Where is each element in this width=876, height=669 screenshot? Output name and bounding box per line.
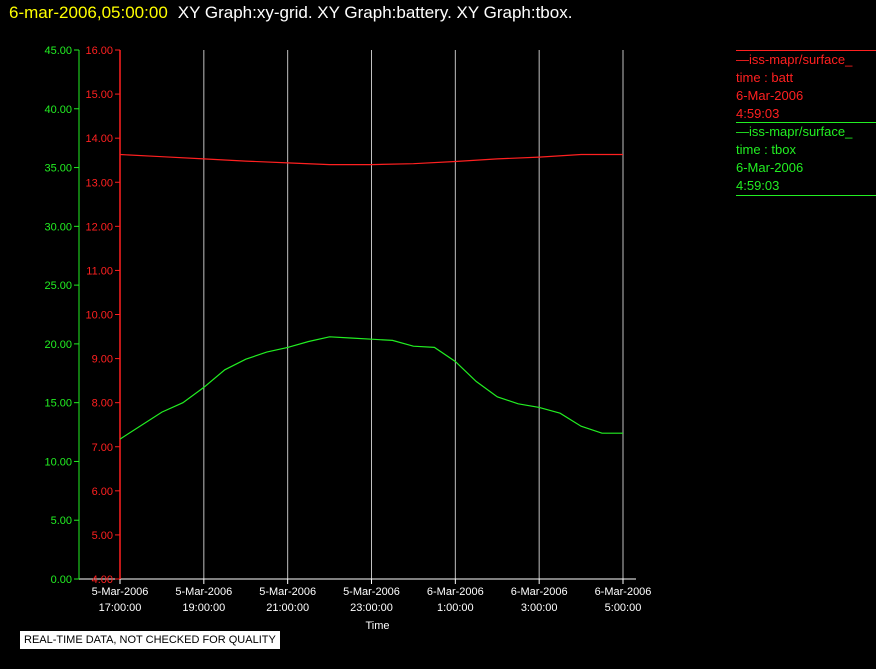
x-tick-label-time: 23:00:00 (350, 602, 393, 614)
legend-tbox-date: 6-Mar-2006 (736, 160, 804, 175)
x-tick-label-date: 5-Mar-2006 (175, 586, 232, 598)
y-right-tick-label: 9.00 (92, 354, 113, 366)
x-tick-label-time: 21:00:00 (266, 602, 309, 614)
x-axis-label: Time (365, 620, 389, 632)
y-right-tick-label: 12.00 (85, 221, 113, 233)
x-tick-label-date: 6-Mar-2006 (595, 586, 652, 598)
legend-tbox-time: 4:59:03 (736, 178, 780, 193)
y-left-tick-label: 15.00 (44, 398, 72, 410)
y-right-tick-label: 7.00 (92, 442, 113, 454)
header-timestamp: 6-mar-2006,05:00:00 (9, 3, 168, 22)
legend-tbox-name: —iss-mapr/surface_ (736, 124, 853, 139)
y-left-tick-label: 40.00 (44, 104, 72, 116)
header-titles: XY Graph:xy-grid. XY Graph:battery. XY G… (177, 3, 573, 22)
x-tick-label-date: 5-Mar-2006 (259, 586, 316, 598)
legend-battery-time: 4:59:03 (736, 106, 780, 121)
x-tick-label-time: 1:00:00 (437, 602, 474, 614)
x-tick-label-date: 5-Mar-2006 (92, 586, 149, 598)
series-line-batt (119, 153, 623, 166)
quality-disclaimer: REAL-TIME DATA, NOT CHECKED FOR QUALITY (20, 631, 280, 649)
y-right-tick-label: 8.00 (92, 398, 113, 410)
legend-battery-desc: time : batt (736, 70, 794, 85)
legend-battery-rule (736, 50, 876, 51)
y-right-tick-label: 14.00 (85, 133, 113, 145)
chart-header: 6-mar-2006,05:00:00 XY Graph:xy-grid. XY … (9, 2, 572, 24)
x-tick-label-date: 5-Mar-2006 (343, 586, 400, 598)
x-tick-label-time: 3:00:00 (521, 602, 558, 614)
x-tick-label-date: 6-Mar-2006 (427, 586, 484, 598)
y-right-tick-label: 4.00 (92, 574, 113, 586)
legend-tbox-rule (736, 122, 876, 123)
y-left-tick-label: 20.00 (44, 339, 72, 351)
y-left-tick-label: 30.00 (44, 221, 72, 233)
x-tick-label-date: 6-Mar-2006 (511, 586, 568, 598)
y-right-tick-label: 6.00 (92, 486, 113, 498)
y-left-tick-label: 10.00 (44, 456, 72, 468)
y-left-tick-label: 45.00 (44, 45, 72, 57)
y-right-tick-label: 15.00 (85, 89, 113, 101)
x-tick-label-time: 17:00:00 (99, 602, 142, 614)
y-left-tick-label: 25.00 (44, 280, 72, 292)
y-right-tick-label: 11.00 (86, 265, 113, 277)
x-tick-label-time: 5:00:00 (605, 602, 642, 614)
y-left-tick-label: 35.00 (44, 163, 72, 175)
legend-battery-name: —iss-mapr/surface_ (736, 52, 853, 67)
legend-tbox-desc: time : tbox (736, 142, 796, 157)
y-right-tick-label: 13.00 (85, 177, 113, 189)
legend-tbox-bottom-rule (736, 195, 876, 196)
y-left-tick-label: 5.00 (51, 515, 72, 527)
y-left-tick-label: 0.00 (51, 574, 72, 586)
series-line-tbox (119, 336, 623, 440)
y-right-tick-label: 10.00 (85, 310, 113, 322)
y-right-tick-label: 5.00 (92, 530, 113, 542)
legend-battery: —iss-mapr/surface_ time : batt 6-Mar-200… (736, 50, 876, 123)
legend-battery-date: 6-Mar-2006 (736, 88, 804, 103)
x-tick-label-time: 19:00:00 (182, 602, 225, 614)
y-right-tick-label: 16.00 (85, 45, 113, 57)
legend-tbox: —iss-mapr/surface_ time : tbox 6-Mar-200… (736, 122, 876, 196)
